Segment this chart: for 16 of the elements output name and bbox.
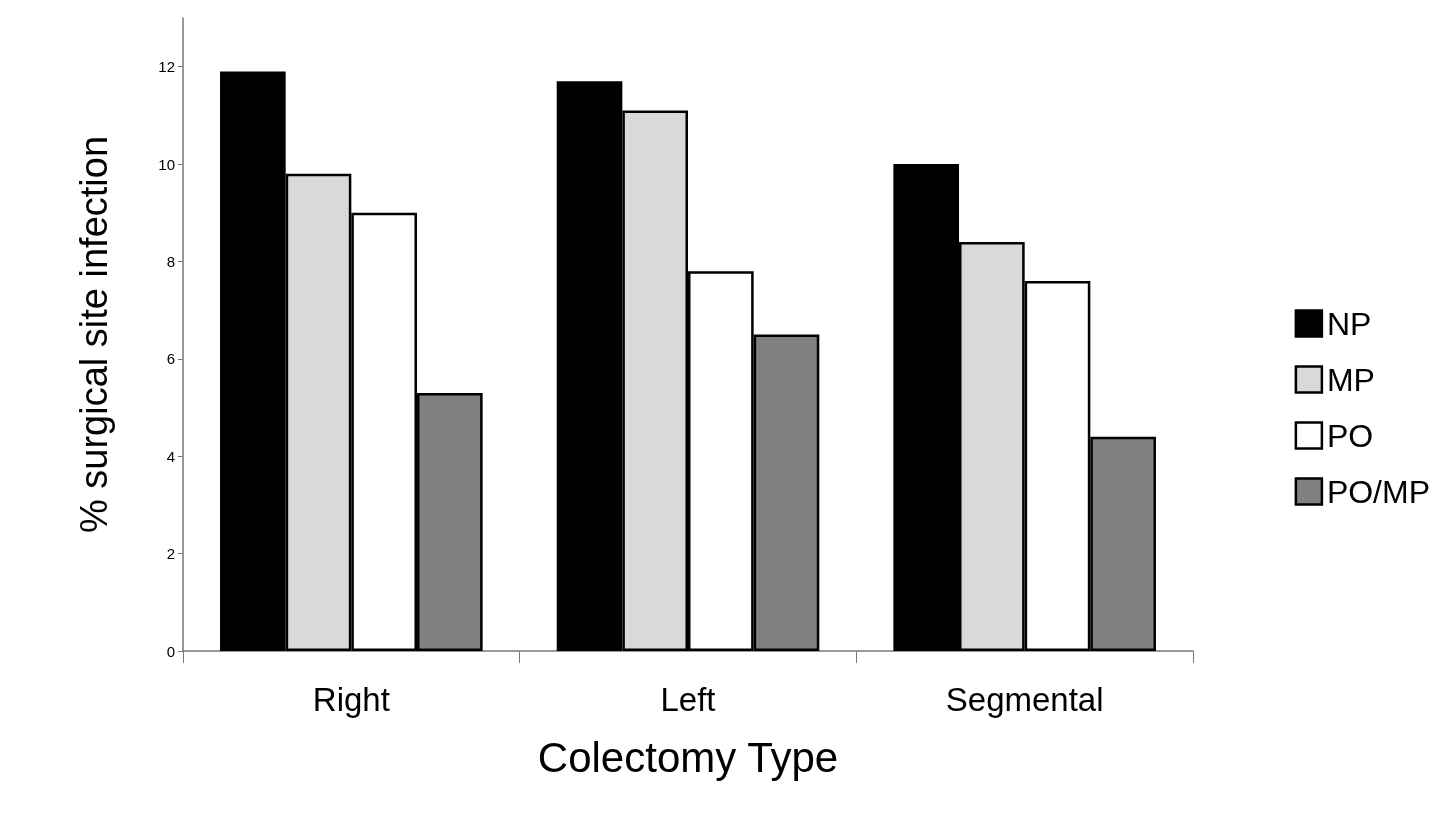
y-tick-label: 8 [166, 252, 175, 270]
y-tick-label: 2 [166, 545, 175, 563]
legend-label: PO [1326, 417, 1374, 454]
y-tick-label: 0 [166, 642, 175, 660]
y-tick-label: 10 [158, 155, 175, 173]
x-tick-label: Segmental [945, 681, 1104, 718]
y-axis-title: % surgical site infection [73, 135, 115, 534]
y-tick-label: 4 [166, 447, 175, 465]
x-tick-label: Left [660, 681, 716, 718]
legend-label: PO/MP [1326, 473, 1430, 510]
x-tick-label: Right [312, 681, 390, 718]
y-tick-label: 12 [158, 58, 175, 76]
x-axis-title: Colectomy Type [537, 733, 839, 781]
legend-label: NP [1326, 305, 1372, 342]
y-tick-label: 6 [166, 350, 175, 368]
legend-label: MP [1326, 361, 1375, 398]
